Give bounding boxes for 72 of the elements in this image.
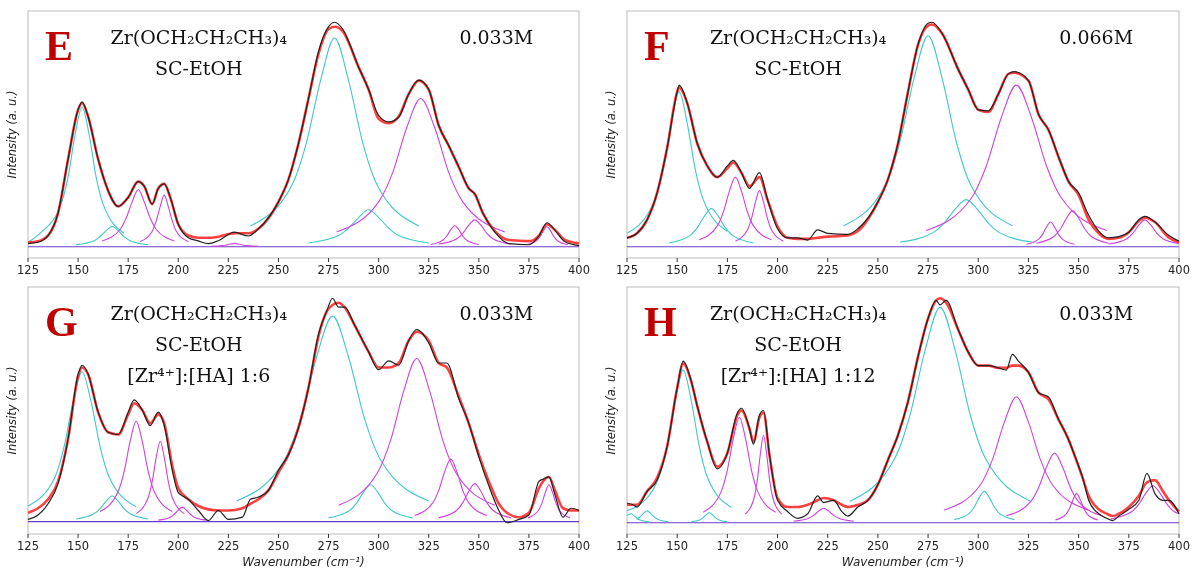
x-tick-label: 125 xyxy=(616,263,638,277)
x-tick-label: 175 xyxy=(716,263,739,277)
y-axis-title: Intensity (a. u.) xyxy=(5,366,19,455)
x-tick-label: 150 xyxy=(666,263,689,277)
x-tick-label: 275 xyxy=(317,539,340,553)
x-tick-label: 350 xyxy=(1067,539,1090,553)
x-tick-label: 325 xyxy=(1017,539,1040,553)
x-tick-label: 225 xyxy=(217,539,240,553)
x-tick-label: 125 xyxy=(17,263,39,277)
x-tick-label: 300 xyxy=(967,539,990,553)
x-tick-label: 200 xyxy=(766,539,789,553)
x-tick-label: 150 xyxy=(67,263,90,277)
chart-title: H xyxy=(644,299,677,345)
x-tick-label: 325 xyxy=(417,539,440,553)
x-tick-label: 350 xyxy=(467,263,490,277)
x-tick-label: 350 xyxy=(1067,263,1090,277)
x-tick-label: 250 xyxy=(267,263,290,277)
x-tick-label: 400 xyxy=(568,539,590,553)
x-tick-label: 275 xyxy=(317,263,340,277)
x-axis-title: Wavenumber (cm⁻¹) xyxy=(841,555,965,569)
chart-title: G xyxy=(45,299,78,345)
annotation: Zr(OCH₂CH₂CH₃)₄ xyxy=(110,302,288,324)
x-tick-label: 375 xyxy=(1117,263,1140,277)
annotation: SC-EtOH xyxy=(754,333,842,355)
annotation: 0.033M xyxy=(459,26,534,48)
x-tick-label: 275 xyxy=(917,263,940,277)
x-axis-title: Wavenumber (cm⁻¹) xyxy=(242,555,365,569)
y-axis-title: Intensity (a. u.) xyxy=(604,366,618,455)
annotation: [Zr⁴⁺]:[HA] 1:6 xyxy=(127,364,271,386)
annotation: 0.033M xyxy=(1059,302,1134,324)
x-tick-label: 225 xyxy=(816,539,839,553)
annotation: 0.066M xyxy=(1059,26,1134,48)
x-tick-label: 225 xyxy=(816,263,839,277)
x-tick-label: 250 xyxy=(267,539,290,553)
x-tick-label: 375 xyxy=(1117,539,1140,553)
x-tick-label: 400 xyxy=(1168,263,1190,277)
annotation: SC-EtOH xyxy=(754,57,842,79)
y-axis-title: Intensity (a. u.) xyxy=(5,90,19,179)
annotation: Zr(OCH₂CH₂CH₃)₄ xyxy=(709,302,887,324)
x-tick-label: 400 xyxy=(568,263,590,277)
x-tick-label: 300 xyxy=(367,263,390,277)
chart-title: E xyxy=(45,23,74,69)
x-tick-label: 175 xyxy=(117,539,140,553)
annotation: 0.033M xyxy=(459,302,534,324)
x-tick-label: 400 xyxy=(1168,539,1190,553)
x-tick-label: 375 xyxy=(517,263,540,277)
annotation: SC-EtOH xyxy=(155,333,243,355)
x-tick-label: 175 xyxy=(716,539,739,553)
x-tick-label: 250 xyxy=(866,263,889,277)
x-tick-label: 175 xyxy=(117,263,140,277)
x-tick-label: 350 xyxy=(467,539,490,553)
x-tick-label: 375 xyxy=(517,539,540,553)
x-tick-label: 300 xyxy=(967,263,990,277)
x-tick-label: 200 xyxy=(766,263,789,277)
x-tick-label: 325 xyxy=(417,263,440,277)
x-tick-label: 200 xyxy=(167,539,190,553)
x-tick-label: 150 xyxy=(67,539,90,553)
x-tick-label: 250 xyxy=(866,539,889,553)
x-tick-label: 225 xyxy=(217,263,240,277)
y-axis-title: Intensity (a. u.) xyxy=(604,90,618,179)
annotation: Zr(OCH₂CH₂CH₃)₄ xyxy=(709,26,887,48)
chart-title: F xyxy=(644,23,670,69)
x-tick-label: 300 xyxy=(367,539,390,553)
x-tick-label: 275 xyxy=(917,539,940,553)
annotation: SC-EtOH xyxy=(155,57,243,79)
x-tick-label: 125 xyxy=(616,539,638,553)
annotation: Zr(OCH₂CH₂CH₃)₄ xyxy=(110,26,288,48)
annotation: [Zr⁴⁺]:[HA] 1:12 xyxy=(720,364,876,386)
x-tick-label: 200 xyxy=(167,263,190,277)
x-tick-label: 125 xyxy=(17,539,39,553)
x-tick-label: 325 xyxy=(1017,263,1040,277)
x-tick-label: 150 xyxy=(666,539,689,553)
